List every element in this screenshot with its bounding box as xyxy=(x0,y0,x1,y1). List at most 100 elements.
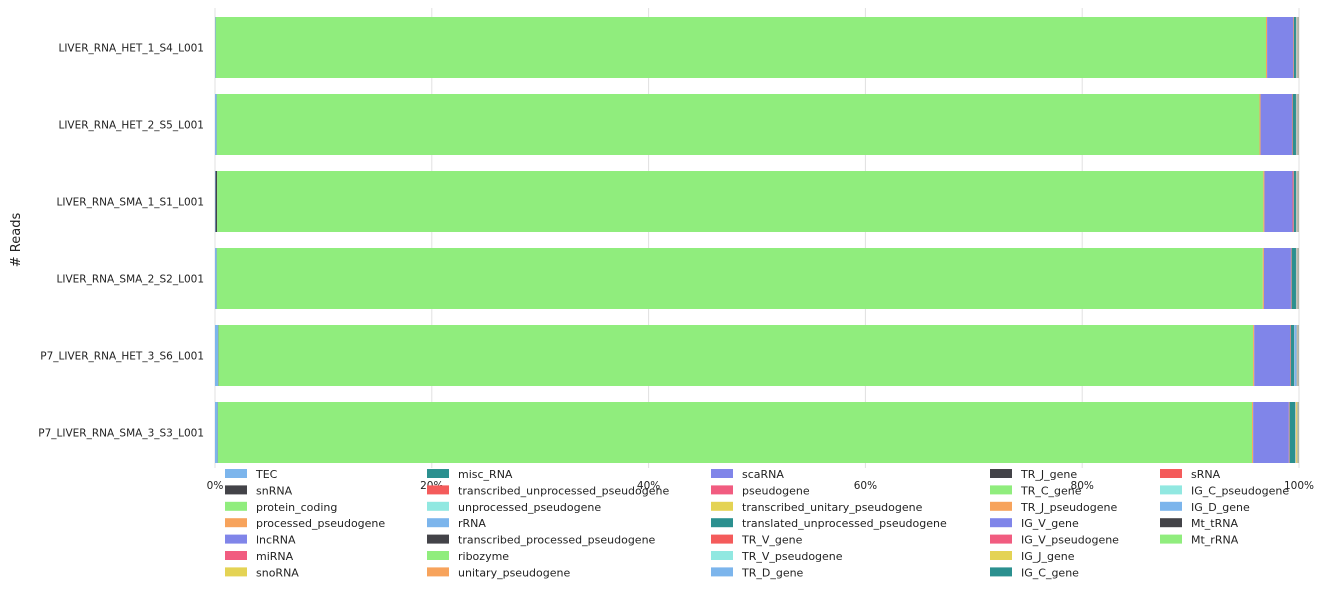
bar-segment xyxy=(1293,17,1296,78)
legend-label: unitary_pseudogene xyxy=(458,566,570,579)
legend-swatch xyxy=(225,501,247,511)
legend-swatch xyxy=(225,567,247,577)
bar-segment xyxy=(218,325,1254,386)
legend-swatch xyxy=(225,469,247,478)
legend-swatch xyxy=(711,567,733,577)
bar-segment xyxy=(1253,325,1255,386)
legend-swatch xyxy=(1160,518,1182,528)
legend-swatch xyxy=(990,469,1012,478)
legend-label: processed_pseudogene xyxy=(256,517,385,530)
legend-label: transcribed_unprocessed_pseudogene xyxy=(458,484,669,497)
legend-label: TEC xyxy=(255,468,278,481)
bar-segment xyxy=(217,402,1253,463)
legend-label: IG_D_gene xyxy=(1191,501,1250,514)
bar-segment xyxy=(215,171,218,232)
legend-swatch xyxy=(1160,534,1182,544)
category-label: LIVER_RNA_SMA_1_S1_L001 xyxy=(57,197,204,209)
legend-label: IG_V_gene xyxy=(1021,517,1079,530)
legend-swatch xyxy=(990,567,1012,577)
bar-segment xyxy=(1291,94,1293,155)
legend-swatch xyxy=(427,518,449,528)
legend-label: Mt_rRNA xyxy=(1191,534,1239,547)
bar-segment xyxy=(1293,171,1296,232)
legend-swatch xyxy=(427,469,449,478)
legend-label: sRNA xyxy=(1191,468,1221,481)
legend-label: rRNA xyxy=(458,517,486,530)
bar-segment xyxy=(1254,325,1290,386)
category-label: P7_LIVER_RNA_SMA_3_S3_L001 xyxy=(38,428,204,440)
bar-segment xyxy=(1252,402,1254,463)
legend-label: ribozyme xyxy=(458,550,509,563)
legend-swatch xyxy=(427,485,449,495)
bar-segment xyxy=(215,325,219,386)
legend-label: scaRNA xyxy=(742,468,784,481)
legend: TEC snRNA protein_coding processed_pseudoge… xyxy=(225,468,1289,579)
bar-segment xyxy=(1291,248,1296,309)
legend-label: TR_J_gene xyxy=(1020,468,1077,481)
legend-swatch xyxy=(225,485,247,495)
x-tick-label: 80% xyxy=(1071,480,1094,492)
x-tick-label: 40% xyxy=(637,480,660,492)
legend-swatch xyxy=(711,469,733,478)
legend-swatch xyxy=(225,518,247,528)
bar-segment xyxy=(1294,325,1297,386)
bar-segment xyxy=(216,248,1263,309)
bar-segment xyxy=(1259,94,1261,155)
bar-segment xyxy=(1266,17,1268,78)
bar-segment xyxy=(1289,402,1295,463)
x-tick-label: 100% xyxy=(1284,480,1314,492)
x-tick-label: 0% xyxy=(207,480,224,492)
bar-segment xyxy=(215,171,216,232)
legend-swatch xyxy=(711,518,733,528)
x-tick-label: 60% xyxy=(854,480,877,492)
legend-label: unprocessed_pseudogene xyxy=(458,501,601,514)
grid-lines xyxy=(214,8,1300,468)
bar-segment xyxy=(1267,17,1294,78)
legend-label: TR_C_gene xyxy=(1020,484,1082,497)
legend-swatch xyxy=(1160,501,1182,511)
legend-label: snRNA xyxy=(256,484,293,497)
bar-segment xyxy=(216,94,1260,155)
legend-swatch xyxy=(427,534,449,544)
bar-segment xyxy=(215,17,1267,78)
legend-swatch xyxy=(1160,469,1182,478)
legend-swatch xyxy=(990,551,1012,560)
legend-label: lncRNA xyxy=(256,534,296,547)
bar-segment xyxy=(1253,402,1289,463)
legend-swatch xyxy=(711,534,733,544)
legend-swatch xyxy=(990,518,1012,528)
bar-segment xyxy=(217,171,1264,232)
legend-label: TR_V_gene xyxy=(741,534,803,547)
category-labels: LIVER_RNA_HET_1_S4_L001 LIVER_RNA_HET_2_S… xyxy=(38,43,204,440)
category-label: P7_LIVER_RNA_HET_3_S6_L001 xyxy=(40,351,204,363)
legend-label: protein_coding xyxy=(256,501,337,514)
bar-segment xyxy=(1290,325,1295,386)
bar-segment xyxy=(1262,248,1264,309)
legend-label: miRNA xyxy=(256,550,294,563)
legend-swatch xyxy=(1160,485,1182,495)
legend-swatch xyxy=(427,551,449,560)
legend-swatch xyxy=(427,501,449,511)
bar-segment xyxy=(215,94,217,155)
x-axis-ticks: 0%20%40%60%80%100% xyxy=(207,480,1314,492)
legend-label: transcribed_processed_pseudogene xyxy=(458,534,656,547)
category-label: LIVER_RNA_HET_1_S4_L001 xyxy=(58,43,204,55)
bar-segment xyxy=(215,402,218,463)
bar-segment xyxy=(215,17,216,78)
legend-label: misc_RNA xyxy=(458,468,513,481)
bar-segment xyxy=(1288,402,1290,463)
category-label: LIVER_RNA_HET_2_S5_L001 xyxy=(58,120,204,132)
bar-segment xyxy=(1260,94,1292,155)
bar-segment xyxy=(1263,171,1265,232)
legend-label: IG_C_gene xyxy=(1021,566,1079,579)
bar-segment xyxy=(1292,171,1294,232)
legend-swatch xyxy=(225,534,247,544)
bar-segment xyxy=(1289,325,1291,386)
legend-swatch xyxy=(990,534,1012,544)
legend-label: Mt_tRNA xyxy=(1191,517,1238,530)
legend-swatch xyxy=(711,551,733,560)
legend-label: translated_unprocessed_pseudogene xyxy=(742,517,947,530)
bar-segment xyxy=(1296,402,1298,463)
legend-label: TR_J_pseudogene xyxy=(1020,501,1117,514)
